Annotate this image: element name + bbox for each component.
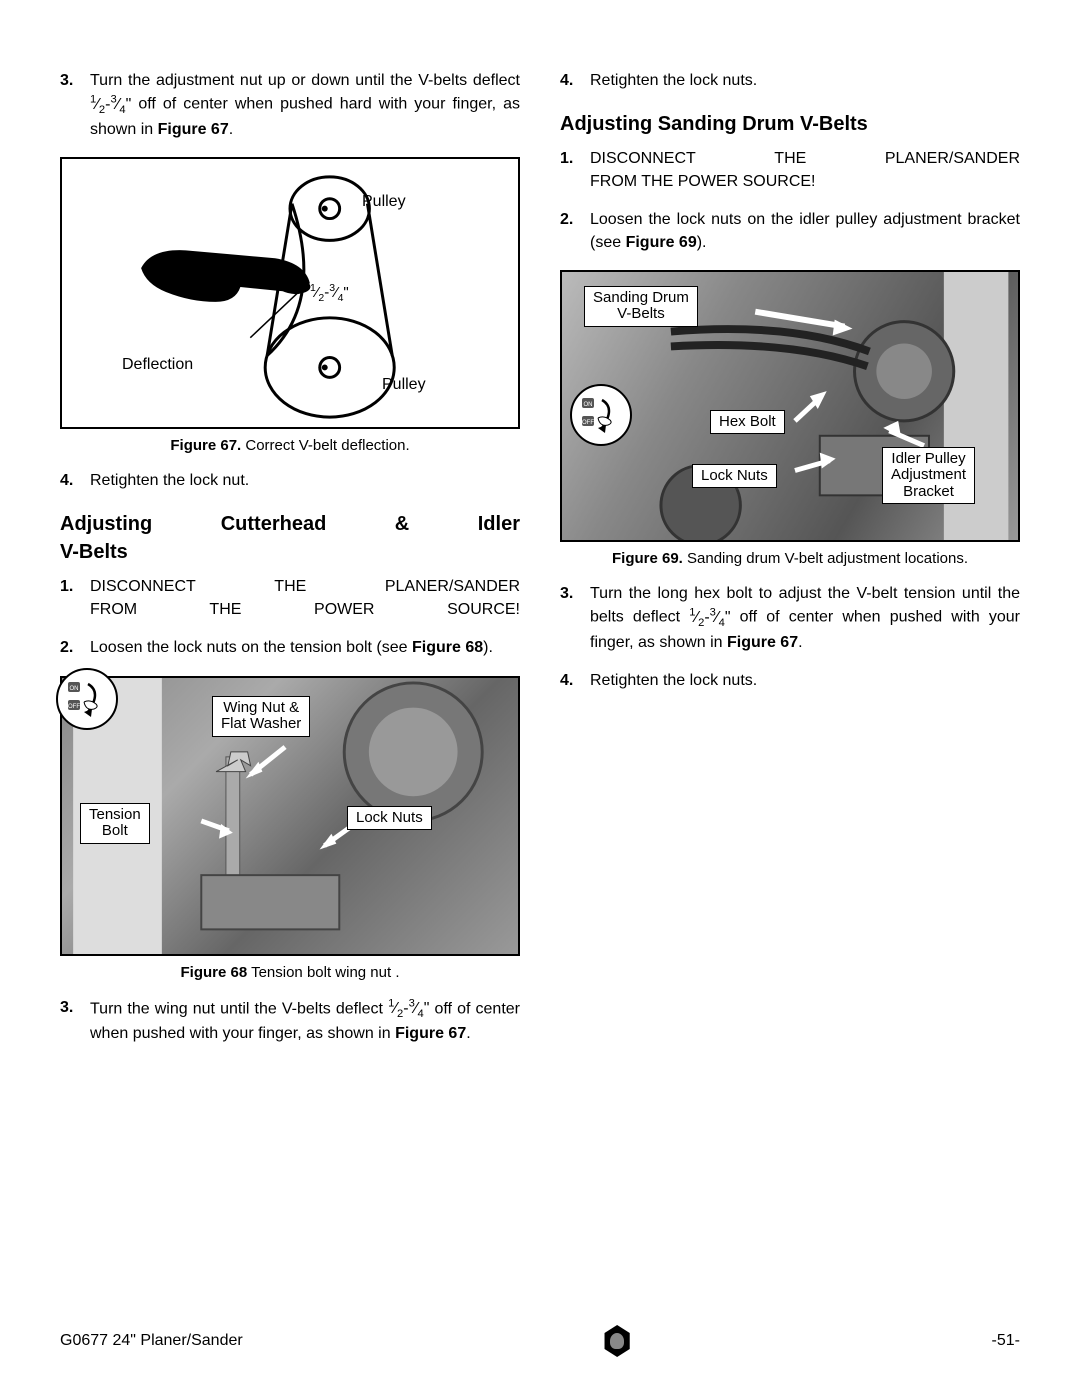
r-s1: 1. DISCONNECT THE PLANER/SANDERFROM THE … (560, 148, 1020, 193)
step-3: 3. Turn the adjustment nut up or down un… (60, 70, 520, 141)
fig68-caption: Figure 68 Tension bolt wing nut . (60, 962, 520, 983)
fig67-svg (62, 159, 518, 427)
brand-logo-icon (603, 1325, 631, 1357)
s2-step2: 2. Loosen the lock nuts on the tension b… (60, 637, 520, 659)
fig67-caption: Figure 67. Correct V-belt deflection. (60, 435, 520, 456)
step-num: 3. (60, 70, 90, 141)
label-hex-bolt: Hex Bolt (710, 410, 785, 435)
step-text: Turn the adjustment nut up or down until… (90, 70, 520, 141)
step-4: 4. Retighten the lock nut. (60, 470, 520, 492)
heading-sanding: Adjusting Sanding Drum V-Belts (560, 110, 1020, 138)
svg-text:ON: ON (584, 402, 593, 408)
label-sanding-drum: Sanding Drum V-Belts (584, 286, 698, 327)
label-deflection: Deflection (122, 354, 193, 376)
s2-step1: 1. DISCONNECT THE PLANER/SANDERFROM THE … (60, 576, 520, 621)
r-step4: 4. Retighten the lock nuts. (560, 70, 1020, 92)
r-s3: 3. Turn the long hex bolt to adjust the … (560, 583, 1020, 654)
right-column: 4. Retighten the lock nuts. Adjusting Sa… (560, 70, 1020, 1061)
left-column: 3. Turn the adjustment nut up or down un… (60, 70, 520, 1061)
figure-68: ON OFF Wing Nut & Flat Washer Tension Bol… (60, 676, 520, 956)
r-s4: 4. Retighten the lock nuts. (560, 670, 1020, 692)
s2-step3: 3. Turn the wing nut until the V-belts d… (60, 997, 520, 1046)
svg-text:ON: ON (70, 686, 79, 692)
label-lock-nuts-2: Lock Nuts (692, 464, 777, 489)
label-pulley-bot: Pulley (382, 374, 426, 396)
r-s2: 2. Loosen the lock nuts on the idler pul… (560, 209, 1020, 254)
label-idler-bracket: Idler Pulley Adjustment Bracket (882, 447, 975, 505)
footer-left: G0677 24" Planer/Sander (60, 1330, 243, 1352)
page-number: -51- (992, 1330, 1020, 1352)
label-tension-bolt: Tension Bolt (80, 803, 150, 844)
label-lock-nuts: Lock Nuts (347, 806, 432, 831)
fig69-caption: Figure 69. Sanding drum V-belt adjustmen… (560, 548, 1020, 569)
heading-cutterhead: Adjusting Cutterhead & Idler V-Belts (60, 510, 520, 566)
label-fraction: 1⁄2-3⁄4" (310, 281, 349, 306)
power-off-icon: ON OFF (56, 668, 118, 730)
figure-67: Pulley Pulley Deflection 1⁄2-3⁄4" (60, 157, 520, 429)
power-off-icon: ON OFF (570, 384, 632, 446)
label-wing-nut: Wing Nut & Flat Washer (212, 696, 310, 737)
figure-69: ON OFF Sanding Drum V-Belts Hex Bolt Lock… (560, 270, 1020, 542)
page-footer: G0677 24" Planer/Sander -51- (60, 1325, 1020, 1357)
svg-text:OFF: OFF (582, 420, 594, 426)
label-pulley-top: Pulley (362, 191, 406, 213)
svg-text:OFF: OFF (68, 704, 80, 710)
